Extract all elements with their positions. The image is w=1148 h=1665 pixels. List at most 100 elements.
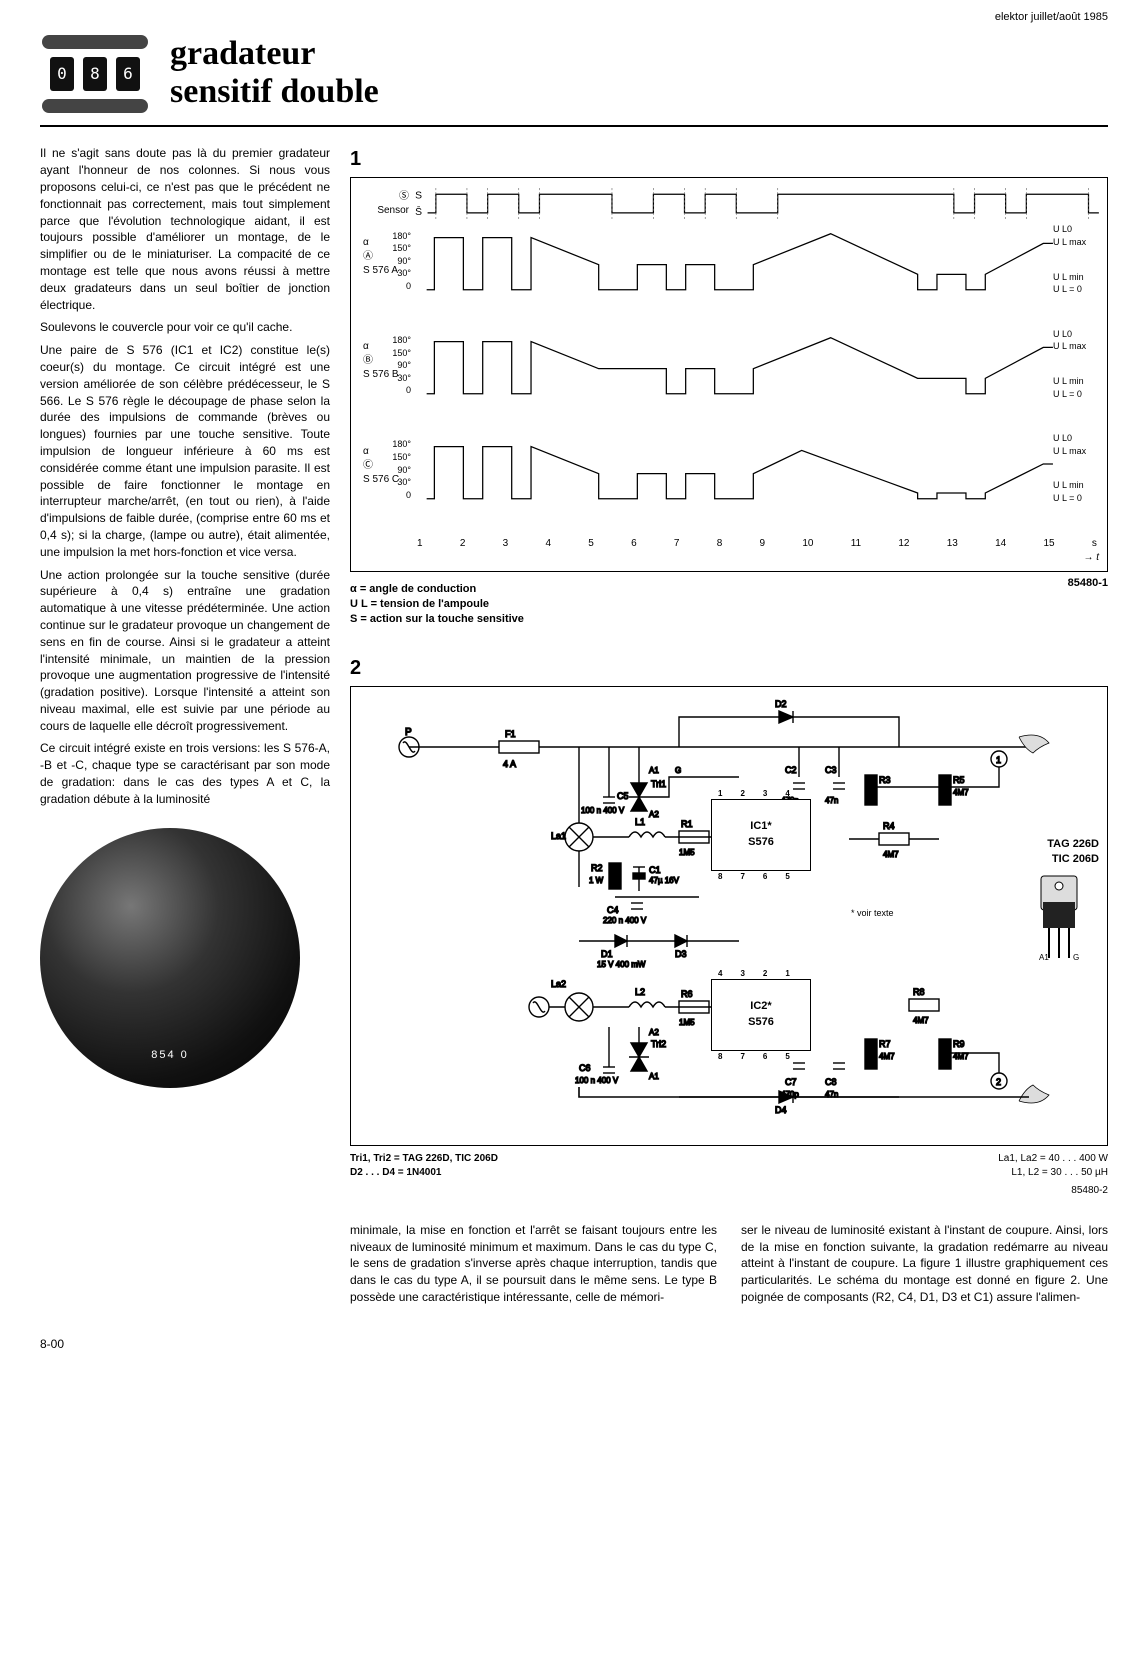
- svg-text:C8: C8: [825, 1077, 837, 1087]
- page-number: 8-00: [40, 1336, 1108, 1353]
- group-c-tag: Ⓒ: [363, 460, 373, 471]
- svg-text:C4: C4: [607, 905, 619, 915]
- svg-text:L1: L1: [635, 817, 645, 827]
- svg-text:R4: R4: [883, 821, 895, 831]
- svg-text:C6: C6: [579, 1063, 591, 1073]
- svg-text:A1: A1: [649, 766, 659, 775]
- svg-text:P: P: [405, 727, 412, 738]
- svg-text:1M5: 1M5: [679, 848, 695, 857]
- ytick: 0: [359, 384, 411, 397]
- figure-1-number: 1: [350, 145, 361, 173]
- svg-text:R9: R9: [953, 1039, 965, 1049]
- svg-text:8: 8: [90, 64, 100, 83]
- lower-col-2: ser le niveau de luminosité existant à l…: [741, 1222, 1108, 1306]
- x-axis: 12 34 56 78 910 1112 1314 15s: [415, 537, 1099, 551]
- svg-text:A1: A1: [1039, 953, 1049, 962]
- alpha-label: α: [363, 237, 369, 248]
- svg-text:A2: A2: [649, 810, 659, 819]
- svg-text:A2: A2: [649, 1028, 659, 1037]
- svg-text:100 n 400 V: 100 n 400 V: [575, 1076, 619, 1085]
- svg-text:R3: R3: [879, 775, 891, 785]
- title-rule: [40, 125, 1108, 127]
- svg-text:2: 2: [996, 1077, 1001, 1087]
- svg-text:R1: R1: [681, 819, 693, 829]
- para-4: Une action prolongée sur la touche sensi…: [40, 567, 330, 735]
- svg-text:C5: C5: [617, 791, 629, 801]
- svg-text:C1: C1: [649, 865, 661, 875]
- title-line-1: gradateur: [170, 35, 315, 72]
- sensor-circle: Ⓢ: [399, 191, 409, 202]
- figure-2-number: 2: [350, 654, 361, 682]
- para-1: Il ne s'agit sans doute pas là du premie…: [40, 145, 330, 313]
- svg-text:Tri2: Tri2: [651, 1039, 666, 1049]
- figure-1-legend: α = angle de conduction U L = tension de…: [350, 582, 524, 628]
- svg-text:F1: F1: [505, 729, 516, 739]
- svg-text:1: 1: [996, 755, 1001, 765]
- svg-text:S: S: [415, 191, 422, 202]
- right-anno-b: U L0 U L max U L min U L = 0: [1053, 328, 1099, 400]
- para-2: Soulevons le couvercle pour voir ce qu'i…: [40, 319, 330, 336]
- title-line-2: sensitif double: [170, 73, 379, 110]
- sensor-caption: Sensor: [377, 205, 409, 216]
- right-anno-c: U L0 U L max U L min U L = 0: [1053, 432, 1099, 504]
- svg-text:La2: La2: [551, 979, 566, 989]
- article-title: gradateur sensitif double: [170, 29, 379, 110]
- svg-text:D1: D1: [601, 949, 613, 959]
- svg-text:R5: R5: [953, 775, 965, 785]
- triac-package: TAG 226D TIC 206D A1 A2 G: [1029, 837, 1099, 965]
- pcb-photo: [40, 828, 300, 1088]
- para-5: Ce circuit intégré existe en trois versi…: [40, 740, 330, 807]
- trace-b: [415, 330, 1053, 398]
- svg-text:La1: La1: [551, 831, 566, 841]
- svg-text:G: G: [1073, 953, 1079, 962]
- timing-diagram: Ⓢ Sensor S S̄: [350, 177, 1108, 571]
- svg-text:4M7: 4M7: [883, 850, 899, 859]
- ic1-box: IC1* S576 12 34 87 65: [711, 799, 811, 871]
- svg-text:Tri1: Tri1: [651, 779, 666, 789]
- ic2-box: IC2* S576 43 21 87 65: [711, 979, 811, 1051]
- ytick: 0: [359, 280, 411, 293]
- figure-1: 1 Ⓢ Sensor S S̄: [350, 145, 1108, 627]
- title-row: 0 8 6 gradateur sensitif double: [40, 29, 1108, 119]
- trace-a: [415, 226, 1053, 294]
- svg-text:L2: L2: [635, 987, 645, 997]
- alpha-label: α: [363, 446, 369, 457]
- svg-text:G: G: [675, 766, 681, 775]
- article-icon: 0 8 6: [40, 29, 150, 119]
- lower-col-1: minimale, la mise en fonction et l'arrêt…: [350, 1222, 717, 1306]
- svg-text:100 n 400 V: 100 n 400 V: [581, 806, 625, 815]
- svg-text:4M7: 4M7: [953, 788, 969, 797]
- svg-text:R6: R6: [681, 989, 693, 999]
- trace-c: [415, 435, 1053, 503]
- ytick: 0: [359, 489, 411, 502]
- figure-2: 2 P F1 4 A D: [350, 654, 1108, 1198]
- svg-text:6: 6: [123, 64, 133, 83]
- svg-text:47µ 16V: 47µ 16V: [649, 876, 680, 885]
- figure-1-ref: 85480-1: [1068, 576, 1108, 591]
- svg-text:0: 0: [57, 64, 67, 83]
- svg-text:A2: A2: [1055, 961, 1065, 962]
- svg-text:47n: 47n: [825, 796, 838, 805]
- svg-text:D3: D3: [675, 949, 687, 959]
- svg-text:1 W: 1 W: [589, 876, 604, 885]
- alpha-label: α: [363, 341, 369, 352]
- svg-text:15 V 400 mW: 15 V 400 mW: [597, 960, 646, 969]
- svg-text:C2: C2: [785, 765, 797, 775]
- svg-text:R8: R8: [913, 987, 925, 997]
- svg-text:A1: A1: [649, 1072, 659, 1081]
- group-b-tag: Ⓑ: [363, 355, 373, 366]
- sensor-trace: S S̄: [415, 188, 1099, 219]
- figure-2-footer: Tri1, Tri2 = TAG 226D, TIC 206D La1, La2…: [350, 1152, 1108, 1198]
- svg-text:C7: C7: [785, 1077, 797, 1087]
- svg-text:4 A: 4 A: [503, 759, 516, 769]
- svg-text:R2: R2: [591, 863, 603, 873]
- svg-text:1M5: 1M5: [679, 1018, 695, 1027]
- figure-2-ref: 85480-2: [350, 1184, 1108, 1198]
- article-body-left: Il ne s'agit sans doute pas là du premie…: [40, 145, 330, 807]
- magazine-header: elektor juillet/août 1985: [40, 0, 1108, 29]
- schematic-diagram: P F1 4 A D2 La1: [350, 686, 1108, 1146]
- svg-text:220 n 400 V: 220 n 400 V: [603, 916, 647, 925]
- right-anno-a: U L0 U L max U L min U L = 0: [1053, 223, 1099, 295]
- lower-text-columns: minimale, la mise en fonction et l'arrêt…: [350, 1222, 1108, 1306]
- svg-text:S̄: S̄: [415, 206, 422, 219]
